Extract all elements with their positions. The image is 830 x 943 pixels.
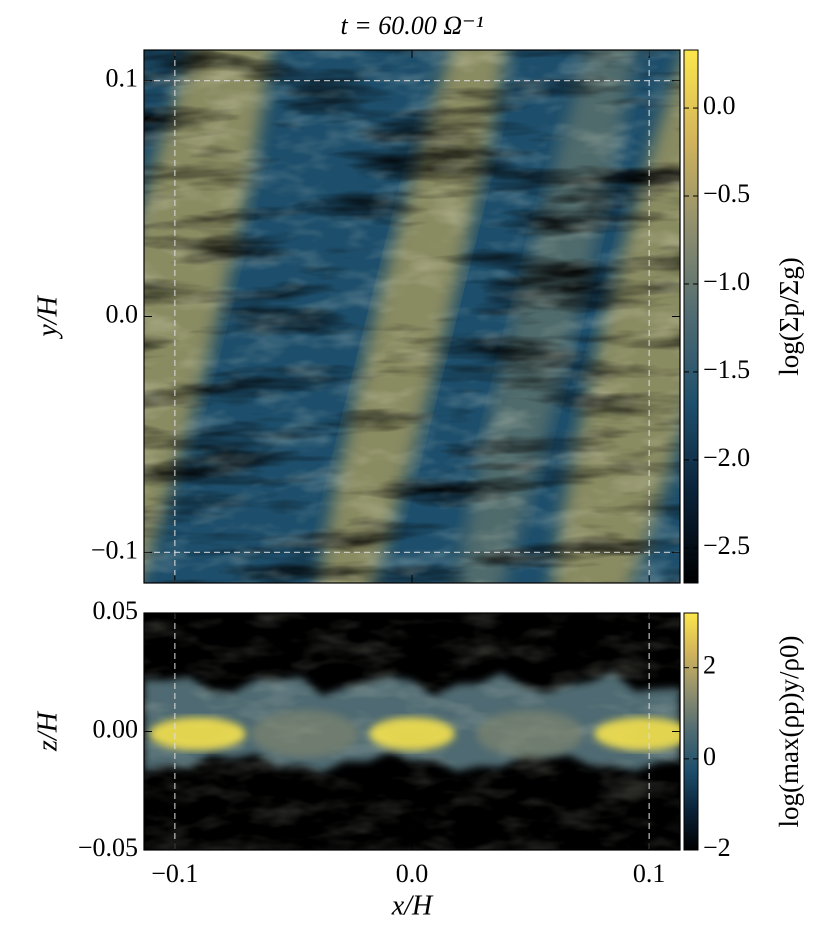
dense-clump [251, 710, 359, 758]
colorbar [683, 49, 699, 584]
y-tick-label: 0.0 [106, 299, 139, 328]
colorbar-tick-label: 2 [703, 651, 716, 680]
colorbar-tick-label: −1.5 [703, 355, 750, 384]
heatmap [144, 613, 680, 850]
colorbar-tick-label: −2.0 [703, 443, 750, 472]
y-tick-label: −0.1 [91, 535, 138, 564]
colorbar-tick-label: −2 [703, 833, 731, 862]
field-streaks [144, 50, 680, 583]
x-axis-label: x/H [391, 890, 434, 921]
colorbar-tick-label: 0 [703, 742, 716, 771]
colorbar-tick-label: −1.0 [703, 267, 750, 296]
colorbar-tick-label: 0.0 [703, 91, 736, 120]
y-tick-label: 0.00 [93, 714, 139, 743]
dense-clump [149, 717, 246, 751]
y-axis-label: z/H [32, 710, 63, 752]
x-tick-label: 0.0 [396, 859, 429, 888]
x-tick-label: 0.1 [633, 859, 666, 888]
dense-clump [594, 717, 680, 751]
colorbar-tick-label: −2.5 [703, 531, 750, 560]
y-tick-label: −0.05 [78, 833, 138, 862]
x-tick-label: −0.1 [151, 859, 198, 888]
colorbar-label: log(Σp/Σg) [774, 257, 804, 375]
dense-clump [369, 717, 455, 751]
light-texture [144, 50, 680, 583]
colorbar-tick-label: −0.5 [703, 179, 750, 208]
y-tick-label: 0.05 [93, 596, 139, 625]
heatmap [144, 50, 680, 583]
y-axis-label: y/H [32, 295, 63, 340]
colorbar [683, 612, 699, 851]
colorbar-label: log(max(ρp)y/ρ0) [774, 636, 804, 828]
dense-clump [476, 710, 584, 758]
y-tick-label: 0.1 [106, 64, 139, 93]
title: t = 60.00 Ω⁻¹ [340, 11, 483, 40]
